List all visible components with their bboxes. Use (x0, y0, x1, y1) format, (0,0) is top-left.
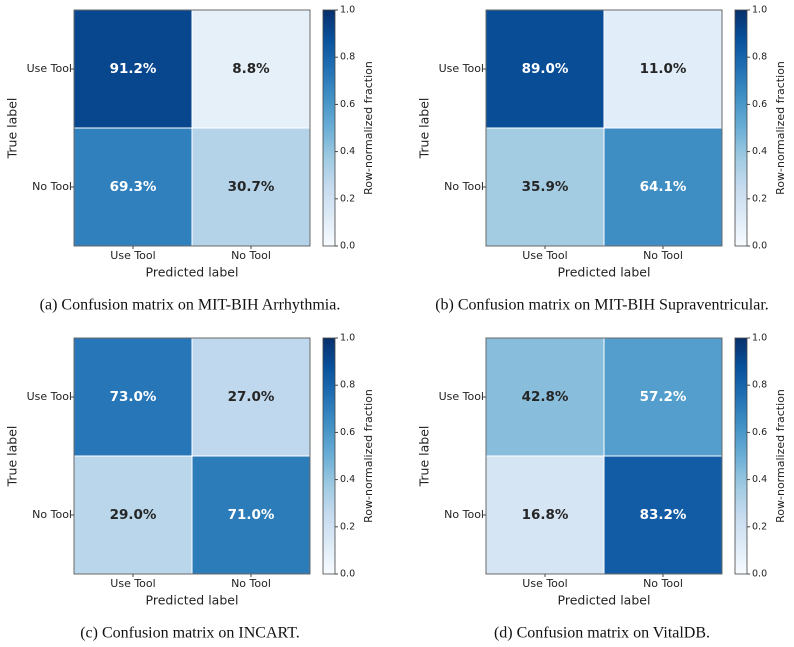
colorbar-label: Row-normalized fraction (774, 389, 787, 523)
heatmap-cell (73, 337, 193, 457)
cell-label: 57.2% (640, 389, 687, 405)
heatmap-cell (485, 127, 605, 247)
colorbar-tick-label: 0.4 (340, 474, 355, 485)
colorbar-tick-label: 0.8 (752, 380, 767, 391)
caption: (c) Confusion matrix on INCART. (80, 625, 300, 642)
colorbar-tick-label: 1.0 (340, 333, 355, 344)
cell-label: 8.8% (232, 61, 270, 77)
colorbar-tick-label: 0.6 (752, 99, 767, 110)
heatmap-cell (485, 337, 605, 457)
x-axis-label: Predicted label (146, 265, 239, 280)
colorbar-tick-label: 1.0 (752, 333, 767, 344)
y-axis-label: True label (5, 98, 20, 160)
heatmap-cell (603, 9, 723, 129)
cell-label: 73.0% (110, 389, 157, 405)
cell-label: 42.8% (522, 389, 569, 405)
cell-label: 89.0% (522, 61, 569, 77)
x-axis-label: Predicted label (146, 593, 239, 608)
colorbar-tick-label: 0.6 (752, 427, 767, 438)
heatmap-cell (485, 455, 605, 575)
heatmap-cell (73, 9, 193, 129)
y-tick-label: Use Tool (439, 62, 484, 75)
plot-frame (73, 337, 311, 575)
x-tick-label: Use Tool (522, 249, 567, 262)
y-tick-label: No Tool (444, 180, 484, 193)
cell-label: 64.1% (640, 179, 687, 195)
cell-label: 71.0% (228, 507, 275, 523)
heatmap-cell (191, 127, 311, 247)
x-axis-label: Predicted label (558, 593, 651, 608)
colorbar (734, 9, 748, 247)
x-tick-label: No Tool (643, 249, 683, 262)
y-axis-label: True label (417, 426, 432, 488)
x-tick-label: Use Tool (522, 577, 567, 590)
colorbar-tick-label: 0.2 (340, 193, 355, 204)
cell-label: 30.7% (228, 179, 275, 195)
colorbar (322, 337, 336, 575)
colorbar-tick-label: 0.2 (340, 521, 355, 532)
x-tick-label: Use Tool (110, 577, 155, 590)
colorbar-label: Row-normalized fraction (362, 389, 375, 523)
colorbar-tick-label: 0.4 (340, 146, 355, 157)
colorbar-label: Row-normalized fraction (774, 61, 787, 195)
heatmap-cell (485, 9, 605, 129)
heatmap-cell (73, 127, 193, 247)
x-tick-label: Use Tool (110, 249, 155, 262)
colorbar-tick-label: 0.0 (752, 241, 767, 252)
cell-label: 83.2% (640, 507, 687, 523)
y-tick-label: No Tool (32, 508, 72, 521)
colorbar (734, 337, 748, 575)
colorbar-tick-label: 0.0 (340, 241, 355, 252)
cell-label: 11.0% (640, 61, 687, 77)
y-tick-label: No Tool (32, 180, 72, 193)
colorbar-tick-label: 1.0 (752, 5, 767, 16)
caption: (d) Confusion matrix on VitalDB. (494, 625, 710, 642)
colorbar-tick-label: 0.4 (752, 474, 767, 485)
colorbar-tick-label: 0.0 (340, 569, 355, 580)
colorbar-tick-label: 0.2 (752, 521, 767, 532)
x-tick-label: No Tool (643, 577, 683, 590)
colorbar-tick-label: 0.8 (752, 52, 767, 63)
y-tick-label: No Tool (444, 508, 484, 521)
cell-label: 29.0% (110, 507, 157, 523)
colorbar-tick-label: 0.4 (752, 146, 767, 157)
y-axis-label: True label (5, 426, 20, 488)
colorbar-tick-label: 0.8 (340, 52, 355, 63)
plot-frame (485, 9, 723, 247)
y-axis-label: True label (417, 98, 432, 160)
cell-label: 27.0% (228, 389, 275, 405)
heatmap-cell (191, 337, 311, 457)
cell-label: 16.8% (522, 507, 569, 523)
x-tick-label: No Tool (231, 577, 271, 590)
y-tick-label: Use Tool (27, 62, 72, 75)
colorbar-tick-label: 0.2 (752, 193, 767, 204)
y-tick-label: Use Tool (27, 390, 72, 403)
heatmap-cell (603, 127, 723, 247)
caption: (a) Confusion matrix on MIT-BIH Arrhythm… (40, 297, 341, 314)
heatmap-cell (191, 9, 311, 129)
colorbar-tick-label: 0.6 (340, 427, 355, 438)
plot-frame (73, 9, 311, 247)
colorbar-tick-label: 0.6 (340, 99, 355, 110)
colorbar (322, 9, 336, 247)
x-axis-label: Predicted label (558, 265, 651, 280)
colorbar-tick-label: 0.0 (752, 569, 767, 580)
colorbar-tick-label: 0.8 (340, 380, 355, 391)
caption: (b) Confusion matrix on MIT-BIH Supraven… (435, 297, 769, 314)
cell-label: 69.3% (110, 179, 157, 195)
colorbar-tick-label: 1.0 (340, 5, 355, 16)
colorbar-label: Row-normalized fraction (362, 61, 375, 195)
cell-label: 35.9% (522, 179, 569, 195)
cell-label: 91.2% (110, 61, 157, 77)
heatmap-cell (603, 337, 723, 457)
plot-frame (485, 337, 723, 575)
y-tick-label: Use Tool (439, 390, 484, 403)
x-tick-label: No Tool (231, 249, 271, 262)
